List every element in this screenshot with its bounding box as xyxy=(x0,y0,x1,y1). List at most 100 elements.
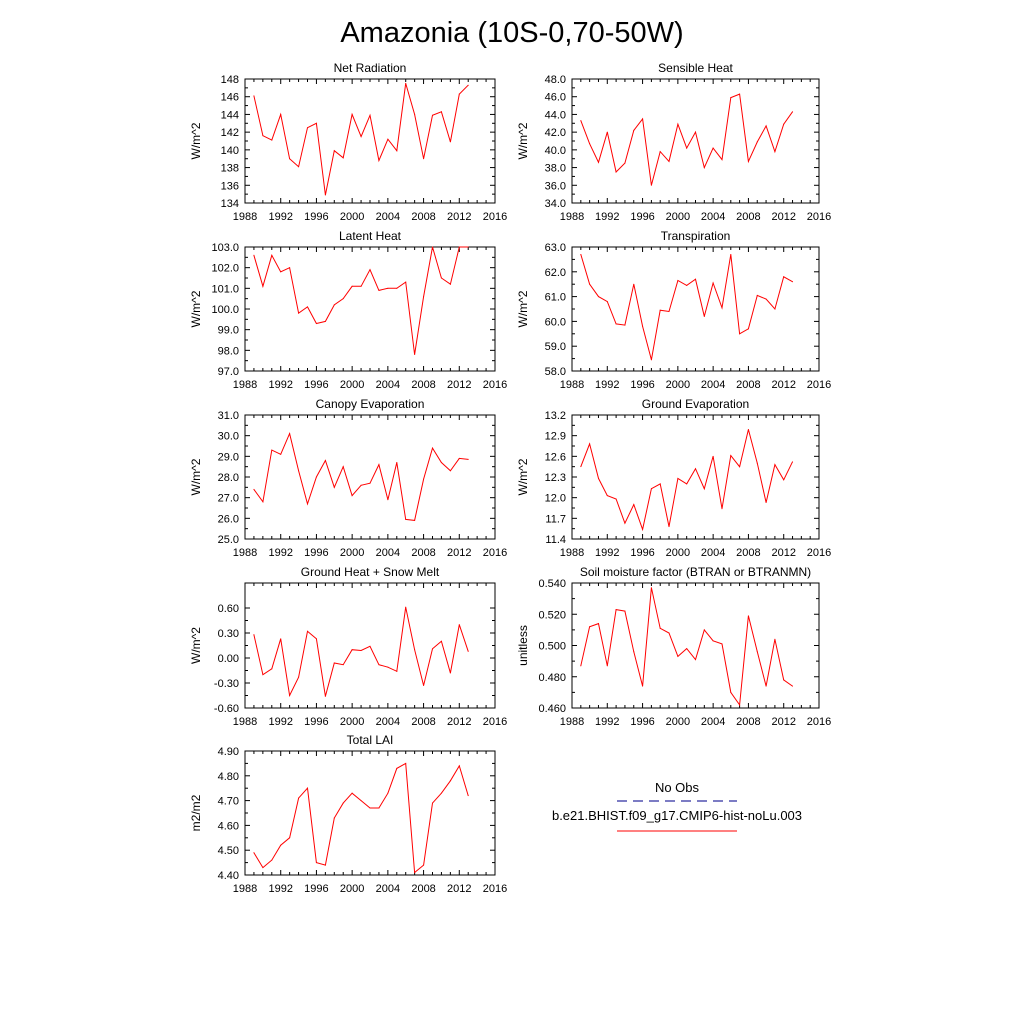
y-tick-label: 136 xyxy=(221,180,239,192)
data-point xyxy=(396,287,398,289)
plot-frame xyxy=(571,582,820,709)
panel-5: Canopy Evaporation 1988 1992 1996 2000 2004 20… xyxy=(189,397,507,559)
x-tick-label: 2016 xyxy=(483,547,507,559)
data-point xyxy=(589,626,591,628)
y-tick-label: 13.2 xyxy=(545,410,566,422)
y-tick-label: 98.0 xyxy=(218,345,239,357)
data-point xyxy=(432,246,433,248)
x-tick-label: 2016 xyxy=(807,547,831,559)
legend-model-label: b.e21.BHIST.f09_g17.CMIP6-hist-noLu.003 xyxy=(552,808,802,823)
y-tick-label: 36.0 xyxy=(545,180,566,192)
y-tick-label: 62.0 xyxy=(545,267,566,279)
x-tick-label: 2012 xyxy=(447,883,471,895)
data-point xyxy=(624,324,626,326)
data-point xyxy=(703,167,705,169)
data-point xyxy=(262,135,264,137)
data-point xyxy=(440,111,442,113)
data-point xyxy=(739,704,741,706)
data-point xyxy=(289,267,291,269)
data-point xyxy=(324,320,326,322)
data-point xyxy=(783,679,785,681)
data-point xyxy=(262,674,264,676)
data-point xyxy=(414,113,416,115)
data-point xyxy=(405,82,407,84)
data-point xyxy=(580,466,582,468)
y-tick-label: 63.0 xyxy=(545,242,566,254)
x-tick-label: 1996 xyxy=(630,716,654,728)
y-axis-label: W/m^2 xyxy=(189,290,203,327)
data-point xyxy=(774,638,776,640)
data-point xyxy=(396,462,398,464)
data-point xyxy=(298,470,300,472)
data-point xyxy=(677,477,679,479)
data-point xyxy=(432,648,433,650)
data-point xyxy=(315,476,317,478)
y-tick-label: 0.60 xyxy=(218,603,239,615)
y-tick-label: 40.0 xyxy=(545,145,566,157)
data-point xyxy=(467,650,469,652)
y-tick-label: 12.9 xyxy=(545,431,566,443)
y-tick-label: 59.0 xyxy=(545,341,566,353)
data-point xyxy=(686,147,688,149)
x-tick-label: 2008 xyxy=(411,211,435,223)
x-tick-label: 2004 xyxy=(701,716,725,728)
data-point xyxy=(721,307,723,309)
series-line xyxy=(580,429,793,532)
data-point xyxy=(792,111,794,113)
x-tick-label: 2000 xyxy=(340,883,364,895)
data-point xyxy=(765,125,767,127)
data-point xyxy=(307,306,308,308)
panel-2: Sensible Heat 1988 1992 1996 2000 2004 2008 201… xyxy=(516,61,831,223)
data-point xyxy=(378,807,380,809)
data-point xyxy=(432,447,433,449)
data-point xyxy=(262,285,264,287)
panels: Net Radiation 1988 1992 1996 2000 2004 2008 201… xyxy=(189,61,831,895)
data-point xyxy=(774,308,776,310)
x-tick-label: 1996 xyxy=(304,883,328,895)
data-point xyxy=(307,503,308,505)
data-point xyxy=(307,630,308,632)
data-point xyxy=(449,283,451,285)
data-point xyxy=(677,123,679,125)
y-tick-label: 34.0 xyxy=(545,198,566,210)
data-point xyxy=(467,84,469,86)
data-point xyxy=(606,301,608,303)
data-point xyxy=(668,632,670,634)
data-point xyxy=(369,482,371,484)
data-point xyxy=(324,459,326,461)
x-tick-label: 2004 xyxy=(701,379,725,391)
data-point xyxy=(405,281,407,283)
series-line xyxy=(253,432,469,521)
data-point xyxy=(351,495,353,497)
x-tick-label: 2012 xyxy=(771,211,795,223)
y-tick-label: 38.0 xyxy=(545,163,566,175)
data-point xyxy=(351,792,353,794)
data-point xyxy=(642,528,644,530)
panel-7: Ground Heat + Snow Melt 1988 1992 1996 2000 2… xyxy=(189,565,507,728)
data-point xyxy=(695,468,696,470)
data-point xyxy=(298,312,300,314)
data-point xyxy=(449,780,451,782)
x-tick-label: 2004 xyxy=(376,547,400,559)
panel-title: Ground Evaporation xyxy=(642,397,749,411)
data-point xyxy=(606,665,608,667)
data-point xyxy=(633,129,635,131)
data-point xyxy=(369,807,371,809)
data-point xyxy=(624,522,626,524)
data-point xyxy=(615,171,617,173)
data-point xyxy=(423,478,425,480)
data-point xyxy=(289,837,291,839)
data-point xyxy=(756,141,758,143)
data-point xyxy=(458,624,460,626)
y-tick-label: 28.0 xyxy=(218,472,239,484)
data-point xyxy=(253,254,255,256)
panel-6: Ground Evaporation 1988 1992 1996 2000 2004 20… xyxy=(516,397,831,559)
x-tick-label: 2008 xyxy=(736,211,760,223)
data-point xyxy=(659,627,661,629)
data-point xyxy=(792,461,794,463)
data-point xyxy=(280,844,282,846)
data-point xyxy=(458,246,460,248)
x-tick-label: 2016 xyxy=(483,211,507,223)
figure-title: Amazonia (10S-0,70-50W) xyxy=(340,17,683,49)
